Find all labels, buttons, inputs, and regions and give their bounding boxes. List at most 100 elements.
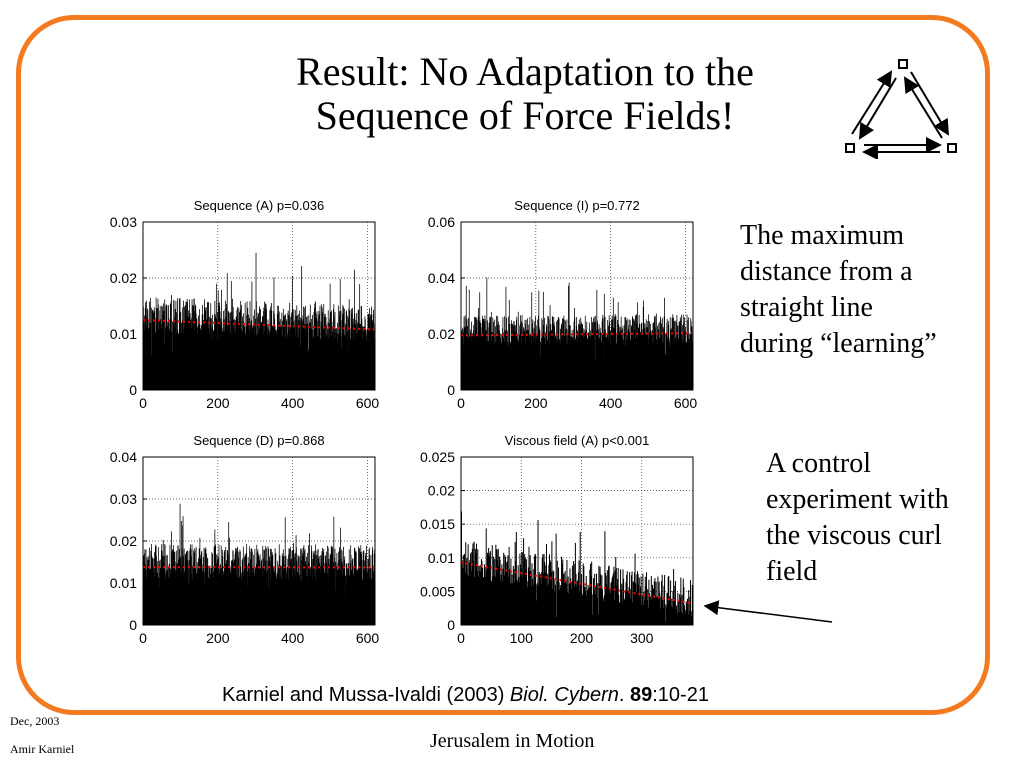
data-bar — [642, 605, 644, 625]
data-bar — [524, 557, 526, 625]
axes-box — [460, 456, 694, 626]
x-tick-label: 0 — [457, 395, 465, 411]
data-bar — [500, 580, 502, 625]
data-bar — [567, 576, 569, 625]
citation-volume: 89 — [629, 684, 653, 706]
fit-line — [460, 332, 694, 337]
data-bar — [618, 602, 620, 625]
data-bar — [472, 543, 474, 625]
data-bar — [551, 589, 553, 625]
footer-center: Jerusalem in Motion — [430, 730, 595, 752]
data-bar — [686, 603, 688, 625]
data-bar — [644, 576, 646, 625]
data-bar — [617, 567, 619, 625]
data-bar — [486, 277, 488, 390]
data-bar — [474, 548, 476, 625]
data-bar — [665, 604, 667, 625]
data-bar — [577, 572, 579, 625]
data-bar — [650, 576, 652, 625]
data-bar — [646, 600, 648, 625]
data-bar — [539, 575, 541, 625]
data-bar — [485, 528, 487, 625]
data-bar — [574, 542, 576, 625]
data-bar — [507, 555, 509, 625]
data-bar — [615, 556, 617, 625]
data-bar — [610, 582, 612, 625]
annotation-line: during “learning” — [740, 328, 937, 359]
data-bar — [334, 548, 336, 625]
data-bar — [591, 561, 593, 625]
data-bar — [486, 569, 488, 625]
data-bar — [640, 576, 642, 625]
data-bar — [648, 579, 650, 625]
data-bar — [546, 585, 548, 625]
data-bar — [658, 581, 660, 625]
data-bar — [553, 580, 555, 625]
citation-journal: Biol. Cybern — [509, 684, 619, 706]
data-bar — [473, 560, 475, 625]
data-bar — [597, 613, 599, 625]
data-bar — [588, 587, 590, 625]
data-bar — [673, 569, 675, 625]
data-bar — [542, 573, 544, 625]
data-bar — [553, 571, 555, 625]
data-bar — [479, 565, 481, 625]
data-bar — [498, 556, 500, 625]
data-bar — [561, 556, 563, 625]
diagram-arrow — [858, 77, 897, 140]
data-bar — [589, 563, 591, 625]
data-bar — [462, 554, 464, 625]
x-tick-label: 300 — [630, 630, 654, 646]
data-bar — [616, 585, 618, 625]
data-bar — [574, 586, 576, 625]
data-bar — [514, 542, 516, 625]
data-bar — [569, 568, 571, 625]
diagram-arrow — [903, 76, 943, 139]
data-bar — [544, 561, 546, 625]
data-bar — [678, 612, 680, 625]
data-bar — [676, 605, 678, 625]
data-bar — [513, 569, 515, 625]
data-bar — [614, 600, 616, 625]
data-bar — [508, 546, 510, 625]
data-bar — [521, 552, 523, 625]
data-bar — [595, 573, 597, 625]
data-bar — [517, 565, 519, 625]
data-bar — [487, 555, 489, 625]
data-bar — [612, 575, 614, 625]
data-bar — [583, 586, 585, 625]
chart-panel-4: Viscous field (A) p<0.001 0 100 200 300 0 0.00… — [413, 427, 713, 655]
annotation-line: field — [766, 556, 818, 587]
data-bar — [635, 592, 637, 625]
data-bar — [659, 608, 661, 625]
data-bar — [477, 576, 479, 625]
data-bar — [494, 576, 496, 625]
data-bar — [559, 584, 561, 625]
citation-pages: :10-21 — [652, 684, 709, 706]
data-bar — [649, 593, 651, 625]
data-bar — [645, 586, 647, 625]
x-tick-label: 0 — [139, 630, 147, 646]
data-bar — [670, 606, 672, 625]
data-bar — [652, 584, 654, 625]
data-bar — [621, 583, 623, 625]
data-bar — [604, 531, 606, 625]
data-bar — [520, 569, 522, 625]
data-bar — [495, 549, 497, 625]
data-bar — [657, 576, 659, 625]
data-bar — [590, 575, 592, 625]
chart-panel-3: Sequence (D) p=0.868 0 200 400 600 0 0.01 0.02 0… — [95, 427, 395, 655]
data-bar — [501, 564, 503, 625]
data-bar — [503, 575, 505, 625]
data-bar — [603, 601, 605, 625]
x-tick-label: 400 — [599, 395, 623, 411]
data-bar — [491, 582, 493, 625]
y-tick-label: 0 — [447, 617, 455, 633]
data-bar — [558, 582, 560, 625]
diagram-node-left — [845, 143, 855, 153]
data-bar — [680, 612, 682, 625]
data-bar — [688, 596, 690, 625]
data-bar — [480, 571, 482, 625]
data-bar — [606, 583, 608, 625]
data-bar — [619, 602, 621, 625]
